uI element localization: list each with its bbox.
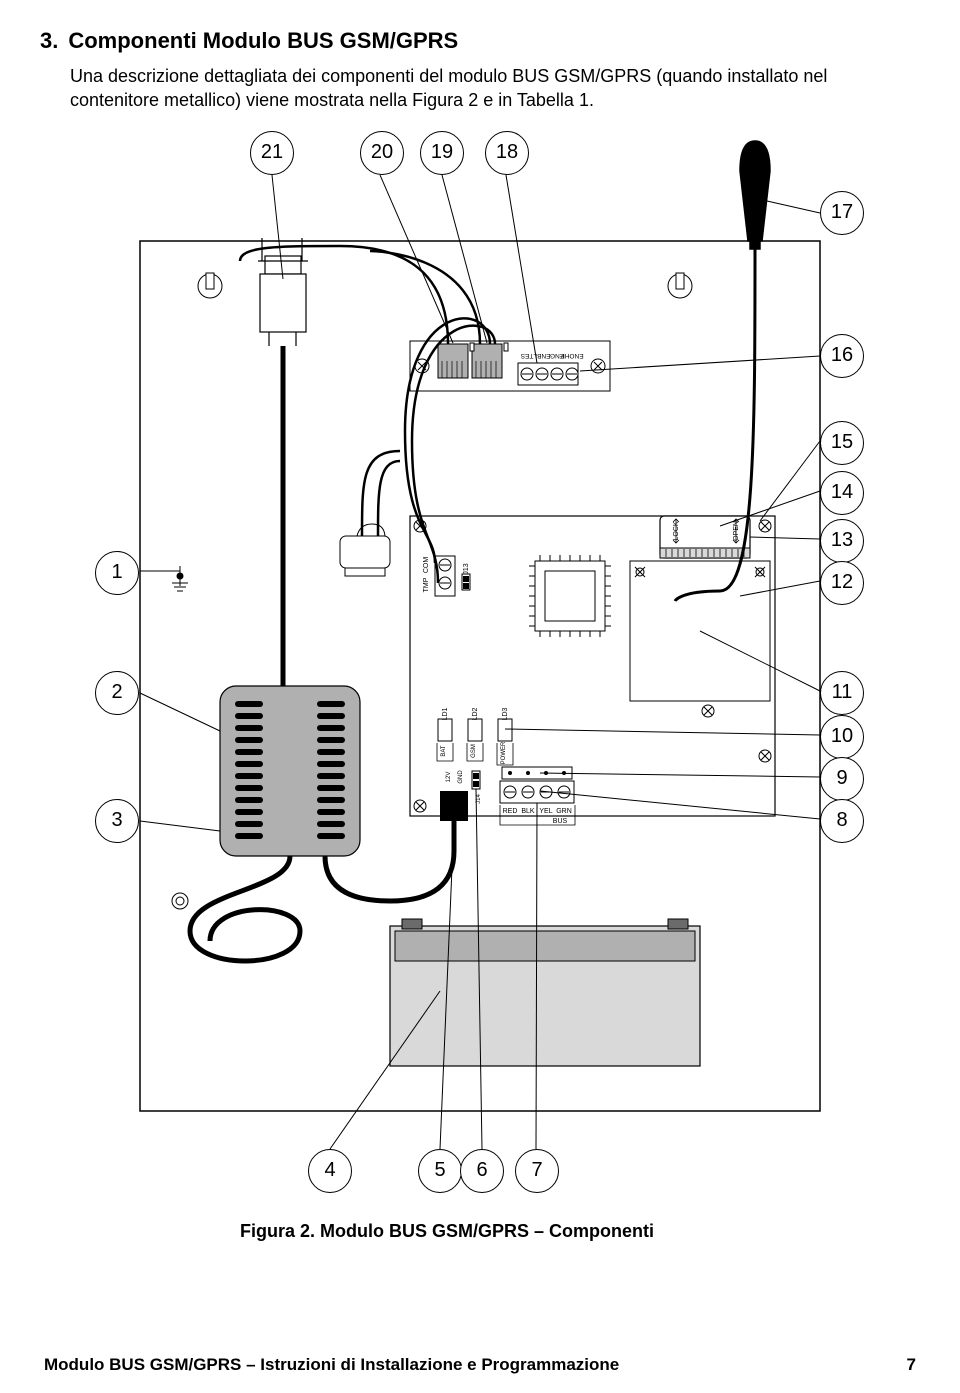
callout-label: 14 bbox=[831, 481, 853, 504]
svg-text:BUS: BUS bbox=[553, 818, 568, 825]
callout-label: 11 bbox=[832, 681, 853, 704]
callout-label: 2 bbox=[111, 681, 122, 704]
callout-label: 4 bbox=[324, 1159, 335, 1182]
svg-text:BLK: BLK bbox=[521, 808, 535, 815]
svg-text:LD1: LD1 bbox=[442, 707, 449, 720]
callout-17: 17 bbox=[820, 191, 864, 235]
callout-label: 21 bbox=[261, 141, 283, 164]
svg-text:LD3: LD3 bbox=[502, 707, 509, 720]
callout-20: 20 bbox=[360, 131, 404, 175]
svg-text:LD2: LD2 bbox=[472, 707, 479, 720]
callout-15: 15 bbox=[820, 421, 864, 465]
heading-number: 3. bbox=[40, 28, 58, 54]
callout-label: 8 bbox=[836, 809, 847, 832]
callout-label: 3 bbox=[111, 809, 122, 832]
callout-6: 6 bbox=[460, 1149, 504, 1193]
svg-text:J14: J14 bbox=[476, 793, 482, 803]
callout-3: 3 bbox=[95, 799, 139, 843]
callout-label: 15 bbox=[831, 431, 853, 454]
callout-label: 1 bbox=[111, 561, 122, 584]
intro-paragraph: Una descrizione dettagliata dei componen… bbox=[70, 64, 920, 113]
callout-label: 5 bbox=[434, 1159, 445, 1182]
svg-text:BAT: BAT bbox=[441, 745, 447, 757]
footer-page-number: 7 bbox=[907, 1355, 916, 1375]
callout-label: 18 bbox=[496, 141, 518, 164]
svg-text:GND: GND bbox=[458, 769, 464, 783]
svg-text:12V: 12V bbox=[446, 771, 452, 782]
callout-2: 2 bbox=[95, 671, 139, 715]
section-heading: 3. Componenti Modulo BUS GSM/GPRS bbox=[40, 28, 920, 54]
svg-text:RED: RED bbox=[503, 808, 518, 815]
svg-text:ENOHP: ENOHP bbox=[560, 352, 583, 359]
callout-18: 18 bbox=[485, 131, 529, 175]
callout-label: 10 bbox=[831, 725, 853, 748]
svg-text:POWER: POWER bbox=[501, 741, 507, 764]
callout-label: 19 bbox=[431, 141, 453, 164]
callout-13: 13 bbox=[820, 519, 864, 563]
callout-14: 14 bbox=[820, 471, 864, 515]
svg-text:COM: COM bbox=[423, 556, 430, 573]
callout-label: 6 bbox=[476, 1159, 487, 1182]
callout-1: 1 bbox=[95, 551, 139, 595]
svg-text:J13: J13 bbox=[463, 563, 470, 574]
svg-text:TES: TES bbox=[520, 352, 533, 359]
svg-text:GRN: GRN bbox=[556, 808, 572, 815]
callout-9: 9 bbox=[820, 757, 864, 801]
figure-2-diagram: TES ENBL ENG ENOHP bbox=[40, 131, 920, 1211]
callout-10: 10 bbox=[820, 715, 864, 759]
page-footer: Modulo BUS GSM/GPRS – Istruzioni di Inst… bbox=[0, 1355, 960, 1375]
callout-8: 8 bbox=[820, 799, 864, 843]
svg-text:LOCK: LOCK bbox=[673, 521, 680, 540]
callout-label: 17 bbox=[831, 201, 853, 224]
callout-label: 20 bbox=[371, 141, 393, 164]
footer-title: Modulo BUS GSM/GPRS – Istruzioni di Inst… bbox=[44, 1355, 619, 1375]
callout-4: 4 bbox=[308, 1149, 352, 1193]
callout-label: 12 bbox=[831, 571, 853, 594]
callout-label: 16 bbox=[831, 344, 853, 367]
svg-text:TMP: TMP bbox=[423, 577, 430, 592]
svg-text:YEL: YEL bbox=[539, 808, 552, 815]
callout-5: 5 bbox=[418, 1149, 462, 1193]
callout-12: 12 bbox=[820, 561, 864, 605]
callout-16: 16 bbox=[820, 334, 864, 378]
figure-caption: Figura 2. Modulo BUS GSM/GPRS – Componen… bbox=[240, 1221, 920, 1242]
module-diagram-svg: TES ENBL ENG ENOHP bbox=[40, 131, 920, 1211]
svg-text:OPEN: OPEN bbox=[733, 521, 740, 541]
callout-label: 9 bbox=[836, 767, 847, 790]
callout-19: 19 bbox=[420, 131, 464, 175]
svg-text:GSM: GSM bbox=[471, 744, 477, 758]
callout-7: 7 bbox=[515, 1149, 559, 1193]
callout-label: 13 bbox=[831, 529, 853, 552]
callout-label: 7 bbox=[531, 1159, 542, 1182]
heading-title: Componenti Modulo BUS GSM/GPRS bbox=[68, 28, 458, 54]
callout-11: 11 bbox=[820, 671, 864, 715]
callout-21: 21 bbox=[250, 131, 294, 175]
